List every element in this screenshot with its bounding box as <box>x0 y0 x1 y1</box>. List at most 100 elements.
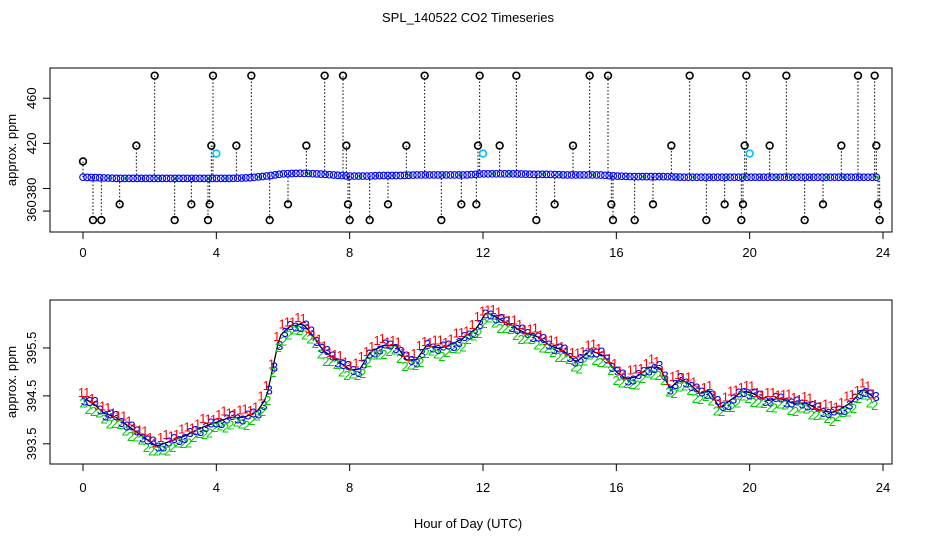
series-2-point: 2 <box>660 373 667 388</box>
bottom-y-tick-label: 395.5 <box>24 332 39 365</box>
outlier-point <box>872 141 881 150</box>
baseline-point <box>776 173 785 182</box>
series-1-point: 1 <box>511 312 518 327</box>
series-2-point: 2 <box>116 417 123 432</box>
series-2-point: 2 <box>227 418 234 433</box>
baseline-point <box>701 173 709 182</box>
series-1-point: 1 <box>379 331 386 346</box>
series-3-point: 3 <box>334 355 341 370</box>
baseline-point <box>680 173 689 182</box>
outlier-point <box>667 141 676 150</box>
bottom-x-tick-label: 16 <box>609 480 623 495</box>
highlight-point <box>212 149 221 158</box>
series-2-point: 2 <box>122 424 129 439</box>
series-2-point: 2 <box>618 375 625 390</box>
series-3-point: 3 <box>762 394 769 409</box>
baseline-point <box>133 174 142 183</box>
series-1-point: 1 <box>738 380 745 395</box>
series-2-point: 2 <box>829 414 836 429</box>
series-3-point: 3 <box>704 387 711 402</box>
series-3-point: 3 <box>434 342 441 357</box>
bottom-panel: 1231231231231231231231231231231231231231… <box>4 299 893 531</box>
baseline-point <box>417 171 426 179</box>
baseline-point <box>567 171 576 179</box>
series-1-point: 1 <box>563 344 570 359</box>
baseline-point <box>204 174 213 183</box>
series-3-point: 3 <box>640 364 647 379</box>
baseline-point <box>743 173 751 182</box>
baseline-point <box>601 171 609 180</box>
series-3-point: 3 <box>593 346 600 361</box>
baseline-point <box>129 174 137 183</box>
baseline-point <box>684 173 693 182</box>
series-1-point: 1 <box>521 323 528 338</box>
series-3-point: 3 <box>698 385 705 400</box>
outlier-point <box>383 200 393 209</box>
series-3-point: 3 <box>461 329 468 344</box>
series-2-point: 2 <box>127 429 134 444</box>
series-2-point: 2 <box>692 391 699 406</box>
baseline-point <box>175 174 183 183</box>
outlier-point <box>343 200 353 209</box>
series-1-point: 1 <box>537 328 544 343</box>
series-1-point: 1 <box>643 356 650 371</box>
series-2-point: 2 <box>776 396 783 411</box>
series-3-point: 3 <box>566 350 573 365</box>
series-3-point: 3 <box>440 339 447 354</box>
series-2-point: 2 <box>185 436 192 451</box>
series-1-point: 1 <box>120 409 127 424</box>
baseline-point <box>79 173 87 182</box>
series-1-point: 1 <box>479 303 486 318</box>
series-1-point: 1 <box>173 427 180 442</box>
series-3-point: 3 <box>445 338 452 353</box>
top-x-axis: 0 4 8 12 16 20 24 <box>79 231 890 260</box>
outlier-point <box>853 71 863 80</box>
series-3-point: 3 <box>588 346 595 361</box>
series-3-point: 3 <box>213 416 220 431</box>
series-1-point: 1 <box>548 332 555 347</box>
baseline-point <box>179 174 188 183</box>
outlier-point <box>208 71 218 80</box>
top-x-tick-label: 8 <box>346 245 353 260</box>
outlier-point <box>585 71 594 80</box>
series-2-point: 2 <box>539 341 546 356</box>
top-y-tick-label: 420 <box>24 133 39 155</box>
top-x-tick-label: 4 <box>213 245 220 260</box>
baseline-point <box>672 173 680 181</box>
series-2-point: 2 <box>465 332 472 347</box>
top-y-tick-label: 380 <box>24 178 39 200</box>
baseline-point <box>726 173 735 182</box>
outlier-point <box>765 141 774 150</box>
bottom-x-axis: 0 4 8 12 16 20 24 <box>79 463 890 495</box>
baseline-point <box>225 174 233 183</box>
series-1-point: 1 <box>437 333 444 348</box>
top-y-tick-label: 360 <box>24 200 39 222</box>
series-3-point: 3 <box>382 337 389 352</box>
series-1-point: 1 <box>336 348 343 363</box>
outlier-point <box>302 141 311 150</box>
series-3-point: 3 <box>107 407 114 422</box>
series-1-point: 1 <box>632 362 639 377</box>
series-2-point: 2 <box>375 347 382 362</box>
baseline-point <box>237 174 246 182</box>
baseline-point <box>125 174 133 183</box>
baseline-point <box>864 173 872 182</box>
baseline-point <box>747 173 755 182</box>
top-highlight-points <box>212 149 754 158</box>
series-2-point: 2 <box>195 426 202 441</box>
series-3-point: 3 <box>318 341 325 356</box>
series-2-point: 2 <box>338 365 345 380</box>
series-1-point: 1 <box>542 333 549 348</box>
series-2-point: 2 <box>111 416 118 431</box>
series-3-point: 3 <box>751 385 758 400</box>
series-3-point: 3 <box>793 394 800 409</box>
series-3-point: 3 <box>271 360 278 375</box>
baseline-point <box>555 170 563 179</box>
baseline-point <box>496 169 505 178</box>
series-3-point: 3 <box>234 412 241 427</box>
series-3-point: 3 <box>487 308 494 323</box>
baseline-point <box>605 171 613 180</box>
bottom-x-tick-label: 8 <box>346 480 353 495</box>
baseline-point <box>584 171 593 179</box>
baseline-point <box>613 172 622 180</box>
